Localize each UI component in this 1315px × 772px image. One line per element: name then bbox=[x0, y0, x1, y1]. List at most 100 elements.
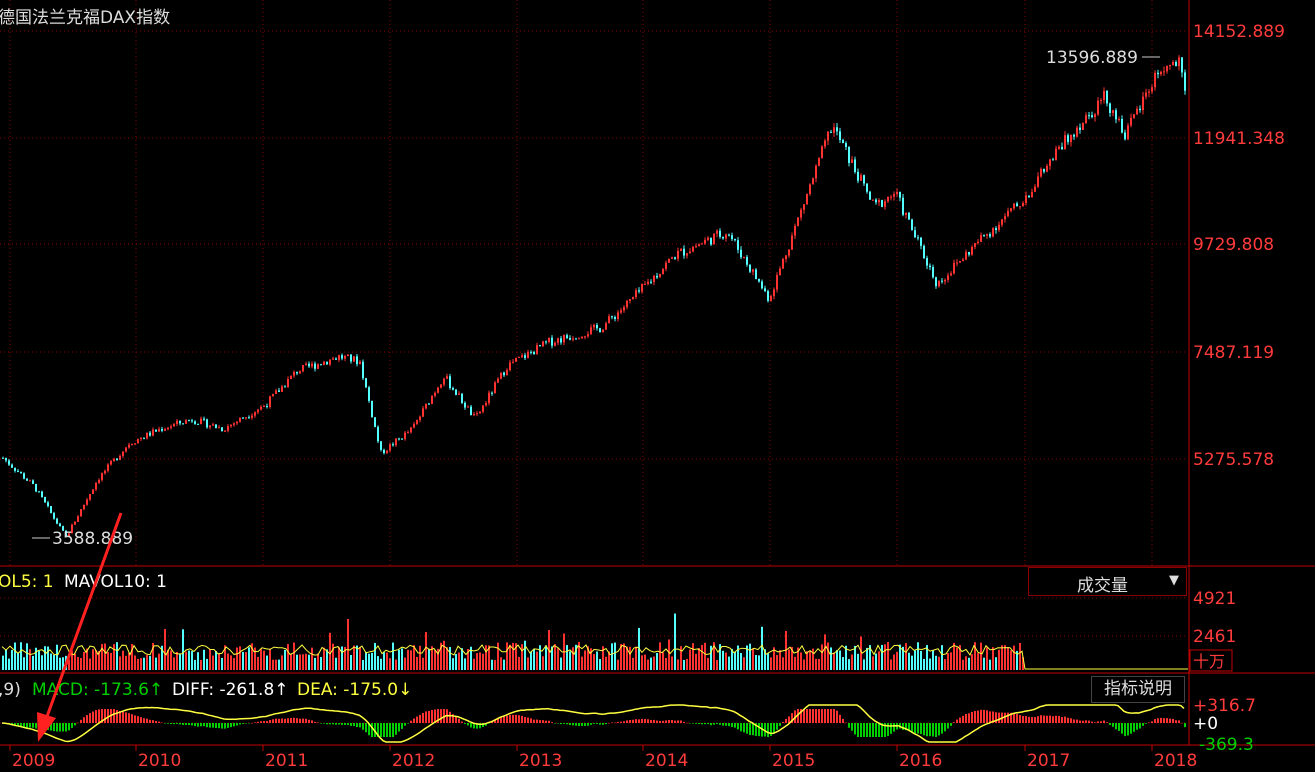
candle-body bbox=[737, 240, 739, 250]
candle-body bbox=[110, 461, 112, 465]
macd-bar bbox=[1097, 721, 1099, 723]
macd-bar bbox=[452, 714, 454, 723]
volume-bar bbox=[872, 656, 874, 670]
volume-bar bbox=[968, 657, 970, 670]
volume-bar bbox=[119, 656, 121, 670]
macd-bar bbox=[647, 719, 649, 723]
candle-body bbox=[476, 413, 478, 415]
macd-bar bbox=[176, 723, 178, 724]
volume-bar bbox=[353, 645, 355, 670]
candle-body bbox=[1178, 57, 1180, 67]
macd-bar bbox=[554, 723, 556, 724]
macd-bar bbox=[740, 723, 742, 732]
macd-bar bbox=[254, 722, 256, 723]
candle-body bbox=[530, 351, 532, 353]
candle-body bbox=[287, 378, 289, 388]
macd-bar bbox=[35, 723, 37, 729]
macd-bar bbox=[968, 713, 970, 723]
candle-body bbox=[908, 212, 910, 220]
volume-bar bbox=[704, 642, 706, 670]
macd-bar bbox=[356, 723, 358, 728]
volume-bar bbox=[56, 644, 58, 670]
volume-bar bbox=[200, 659, 202, 670]
macd-bar bbox=[659, 720, 661, 723]
macd-tick: -369.3 bbox=[1199, 735, 1254, 755]
macd-bar bbox=[836, 710, 838, 723]
indicator-dropdown[interactable]: 成交量 ▼ bbox=[1028, 567, 1187, 596]
volume-bar bbox=[875, 653, 877, 670]
macd-bar bbox=[920, 723, 922, 735]
candle-body bbox=[878, 200, 880, 203]
candle-body bbox=[833, 127, 835, 133]
volume-bar bbox=[2, 655, 4, 670]
macd-bar bbox=[56, 723, 58, 732]
candle-body bbox=[458, 393, 460, 395]
candle-body bbox=[1139, 108, 1141, 111]
macd-bar bbox=[815, 709, 817, 723]
volume-bar bbox=[524, 640, 526, 670]
candle-body bbox=[1181, 57, 1183, 73]
macd-bar bbox=[278, 718, 280, 723]
candle-body bbox=[431, 395, 433, 404]
macd-bar bbox=[824, 709, 826, 723]
candle-body bbox=[977, 241, 979, 244]
volume-bar bbox=[953, 642, 955, 670]
volume-bar bbox=[821, 644, 823, 670]
macd-bar bbox=[749, 723, 751, 736]
volume-bar bbox=[884, 644, 886, 670]
candle-body bbox=[716, 230, 718, 234]
macd-bar bbox=[1028, 716, 1030, 723]
candle-body bbox=[980, 235, 982, 242]
candle-body bbox=[1157, 72, 1159, 75]
macd-bar bbox=[803, 709, 805, 723]
macd-bar bbox=[227, 723, 229, 728]
volume-bar bbox=[839, 650, 841, 670]
macd-bar bbox=[668, 719, 670, 723]
candle-body bbox=[902, 197, 904, 215]
candle-body bbox=[227, 426, 229, 431]
candle-body bbox=[284, 386, 286, 388]
volume-bar bbox=[527, 657, 529, 670]
axis-frame bbox=[0, 0, 1315, 746]
macd-bar bbox=[596, 723, 598, 724]
candle-body bbox=[929, 265, 931, 268]
macd-bar bbox=[485, 723, 487, 726]
macd-bar bbox=[1055, 715, 1057, 723]
volume-bar bbox=[308, 654, 310, 670]
macd-bar bbox=[563, 723, 565, 724]
macd-bar bbox=[752, 723, 754, 736]
macd-bar bbox=[428, 710, 430, 723]
macd-bar bbox=[164, 723, 166, 724]
candle-body bbox=[791, 235, 793, 250]
volume-bars bbox=[2, 613, 1188, 670]
candle-body bbox=[749, 264, 751, 272]
macd-bar bbox=[1052, 716, 1054, 723]
candle-body bbox=[350, 354, 352, 362]
volume-bar bbox=[401, 648, 403, 670]
volume-bar bbox=[662, 652, 664, 670]
candle-body bbox=[938, 280, 940, 287]
volume-bar bbox=[263, 650, 265, 670]
macd-bar bbox=[128, 713, 130, 723]
candle-body bbox=[692, 246, 694, 252]
volume-bar bbox=[905, 643, 907, 670]
macd-bar bbox=[746, 723, 748, 734]
volume-bar bbox=[836, 650, 838, 670]
macd-legend-prefix: ,9) bbox=[0, 680, 21, 700]
candle-body bbox=[344, 356, 346, 359]
volume-bar bbox=[980, 642, 982, 670]
candle-body bbox=[725, 234, 727, 239]
macd-bar bbox=[389, 723, 391, 737]
volume-bar bbox=[635, 646, 637, 670]
macd-bar bbox=[902, 723, 904, 730]
volume-bar bbox=[671, 656, 673, 670]
candle-body bbox=[542, 341, 544, 347]
volume-bar bbox=[248, 647, 250, 670]
volume-bar bbox=[896, 651, 898, 670]
macd-bar bbox=[932, 723, 934, 737]
volume-bar bbox=[266, 655, 268, 670]
volume-bar bbox=[236, 647, 238, 670]
candle-body bbox=[1082, 122, 1084, 130]
indicator-help-button[interactable]: 指标说明 bbox=[1091, 676, 1185, 703]
macd-bar bbox=[329, 723, 331, 725]
